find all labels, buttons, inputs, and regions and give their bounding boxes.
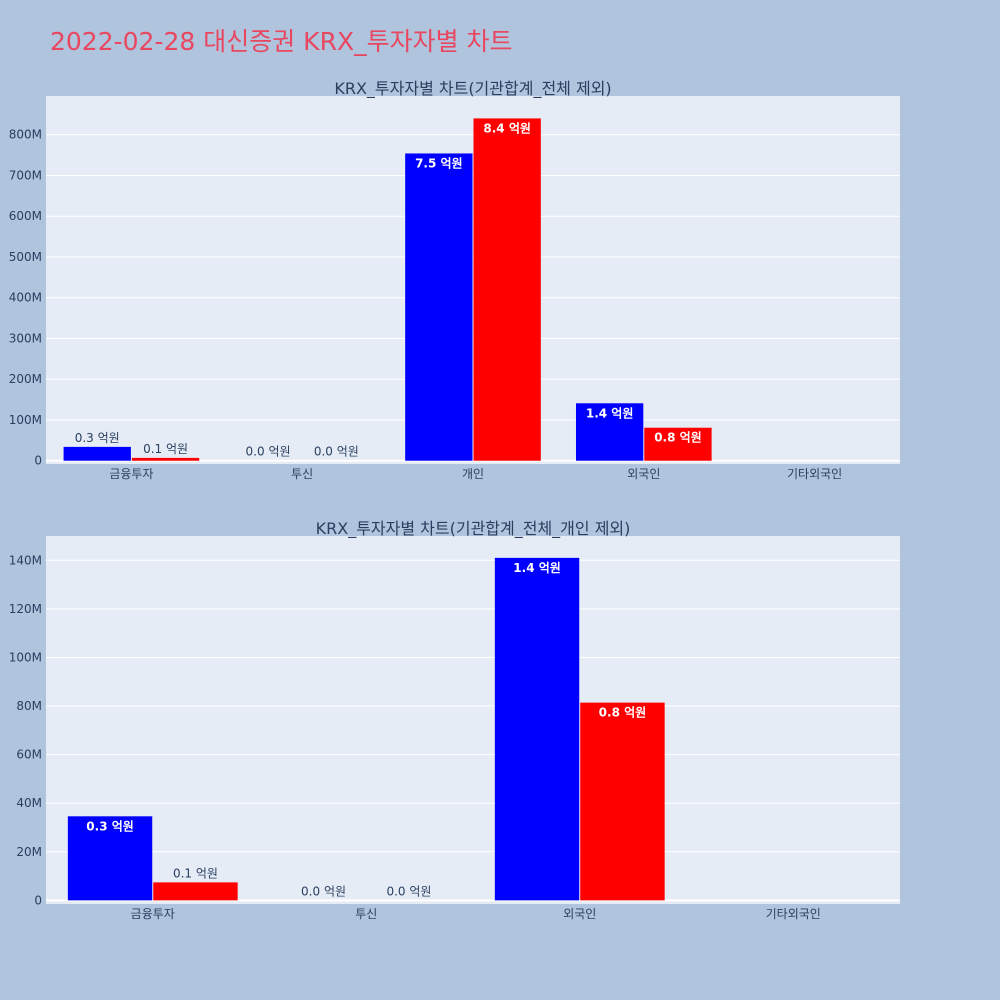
x-tick-label: 기타외국인 xyxy=(766,907,821,921)
plot-area xyxy=(46,536,900,904)
x-tick-label: 금융투자 xyxy=(131,907,175,921)
bar-value-label: 1.4 억원 xyxy=(513,561,561,575)
y-tick-label: 300M xyxy=(9,331,42,345)
bar xyxy=(644,427,712,461)
y-tick-label: 600M xyxy=(9,209,42,223)
bar xyxy=(575,403,644,461)
y-tick-label: 140M xyxy=(9,553,42,567)
y-tick-label: 200M xyxy=(9,372,42,386)
bar-value-label: 0.0 억원 xyxy=(301,884,346,898)
bar xyxy=(580,702,665,901)
y-tick-label: 20M xyxy=(16,845,42,859)
y-tick-label: 100M xyxy=(9,650,42,664)
bar-value-label: 1.4 억원 xyxy=(586,406,634,420)
y-tick-label: 500M xyxy=(9,250,42,264)
bar xyxy=(131,457,200,461)
x-tick-label: 투신 xyxy=(355,907,377,921)
bar xyxy=(63,446,131,461)
x-tick-label: 기타외국인 xyxy=(787,467,842,481)
bar-value-label: 0.0 억원 xyxy=(246,445,291,459)
x-tick-label: 개인 xyxy=(462,467,484,481)
bottom-bar-chart: KRX_투자자별 차트(기관합계_전체_개인 제외) 0 20M 40M 60M 80M 1… xyxy=(9,519,900,921)
chart-title: KRX_투자자별 차트(기관합계_전체 제외) xyxy=(334,79,611,99)
bar xyxy=(67,816,153,901)
bar xyxy=(494,557,580,901)
bar xyxy=(153,882,238,901)
bar-value-label: 8.4 억원 xyxy=(483,121,531,135)
y-tick-label: 0 xyxy=(34,454,42,468)
y-tick-label: 100M xyxy=(9,413,42,427)
x-tick-label: 외국인 xyxy=(563,907,596,921)
x-tick-label: 투신 xyxy=(291,467,313,481)
x-tick-label: 금융투자 xyxy=(109,467,153,481)
bar xyxy=(473,118,541,461)
bar-value-label: 0.3 억원 xyxy=(75,431,120,445)
y-tick-label: 40M xyxy=(16,796,42,810)
x-tick-label: 외국인 xyxy=(627,467,660,481)
page-title: 2022-02-28 대신증권 KRX_투자자별 차트 xyxy=(50,27,513,56)
y-tick-label: 120M xyxy=(9,602,42,616)
bar-value-label: 0.3 억원 xyxy=(86,819,134,833)
y-tick-label: 80M xyxy=(16,699,42,713)
bar-value-label: 0.1 억원 xyxy=(143,442,188,456)
bar xyxy=(405,153,473,461)
y-tick-label: 700M xyxy=(9,168,42,182)
bar-value-label: 0.1 억원 xyxy=(173,866,218,880)
bar-value-label: 7.5 억원 xyxy=(415,156,463,170)
bar-value-label: 0.8 억원 xyxy=(654,431,702,445)
chart-title: KRX_투자자별 차트(기관합계_전체_개인 제외) xyxy=(316,519,631,539)
bar-value-label: 0.0 억원 xyxy=(386,884,431,898)
y-tick-label: 0 xyxy=(34,893,42,907)
bar-value-label: 0.0 억원 xyxy=(314,445,359,459)
y-tick-label: 60M xyxy=(16,748,42,762)
y-tick-label: 400M xyxy=(9,291,42,305)
plot-area xyxy=(46,96,900,464)
y-tick-label: 800M xyxy=(9,128,42,142)
bar-value-label: 0.8 억원 xyxy=(599,706,647,720)
top-bar-chart: KRX_투자자별 차트(기관합계_전체 제외) 0 100M 200M 300M 400M… xyxy=(9,79,900,481)
